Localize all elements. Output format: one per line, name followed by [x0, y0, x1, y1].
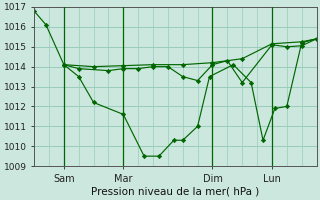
X-axis label: Pression niveau de la mer( hPa ): Pression niveau de la mer( hPa )	[91, 187, 260, 197]
